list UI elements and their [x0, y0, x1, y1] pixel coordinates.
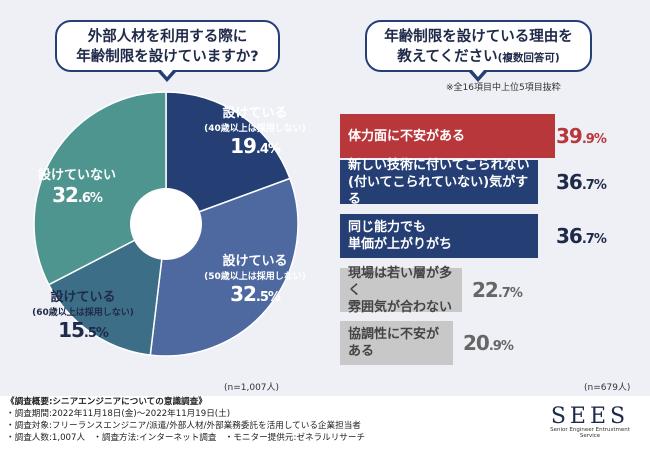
reason-bar-5: 協調性に不安がある	[340, 321, 453, 365]
pie-label-60-title: 設けている	[50, 290, 116, 305]
pie-value-none-int: 32	[52, 183, 79, 207]
sees-logo: SEES Senior Engineer Entrustment Service	[540, 404, 640, 439]
reason-bar-2-line1: 新しい技術に付いてこられない	[348, 157, 530, 173]
reason-bar-4-line1: 現場は若い層が多く	[348, 265, 453, 298]
pie-value-60-int: 15	[58, 318, 85, 342]
reason-bar-5-line1: 協調性に不安がある	[348, 327, 440, 359]
right-n-label: (n=679人)	[584, 383, 631, 393]
pie-value-60-dec: .5%	[83, 326, 109, 341]
pie-label-40: 設けている (40歳以上は採用しない) 19.4%	[185, 102, 325, 158]
reason-bar-1: 体力面に不安がある	[340, 114, 555, 158]
pie-center-hole	[130, 188, 202, 260]
left-question-line1: 外部人材を利用する際に	[87, 29, 248, 45]
reason-bar-4-value-int: 22	[472, 278, 499, 302]
reason-bar-3-line1: 同じ能力でも	[348, 220, 427, 235]
right-question-line1: 年齢制限を設けている理由を	[384, 29, 573, 45]
reason-bar-5-value-dec: .9%	[488, 339, 514, 354]
survey-monitor: ・モニター提供元:ゼネラルリサーチ	[224, 433, 366, 443]
pie-label-50: 設けている (50歳以上は採用しない) 32.5%	[185, 250, 325, 306]
survey-target: ・調査対象:フリーランスエンジニア/派遣/外部人材/外部業務委託を活用している企…	[6, 421, 361, 431]
pie-chart	[33, 91, 299, 357]
reason-bar-1-line1: 体力面に不安がある	[348, 128, 466, 144]
reason-bar-1-value: 39.9%	[556, 124, 607, 148]
reason-bar-1-value-dec: .9%	[581, 132, 607, 147]
survey-count: ・調査人数:1,007人	[6, 433, 86, 443]
reason-bar-4-line2: 雰囲気が合わない	[348, 299, 453, 315]
pie-label-50-title: 設けている	[222, 254, 288, 269]
pie-label-60-sub: (60歳以上は採用しない)	[32, 308, 134, 318]
top5-note: ※全16項目中上位5項目抜粋	[446, 83, 561, 93]
reason-bar-1-value-int: 39	[556, 124, 583, 148]
pie-slice-40	[165, 91, 291, 226]
reason-bar-3-value: 36.7%	[556, 224, 607, 248]
pie-label-40-title: 設けている	[222, 106, 288, 121]
pie-value-50-int: 32	[230, 282, 257, 306]
reason-bar-4-value-dec: .7%	[497, 286, 523, 301]
pie-value-40-dec: .4%	[255, 142, 281, 157]
left-question-tail	[158, 70, 176, 82]
reason-bar-2-value-dec: .7%	[581, 178, 607, 193]
reason-bar-2-value-int: 36	[556, 170, 583, 194]
right-question-box: 年齢制限を設けている理由を 教えてください(複数回答可)	[365, 20, 592, 72]
right-question-tail	[469, 70, 487, 82]
right-question-line2: 教えてください	[397, 49, 498, 65]
reason-bar-3: 同じ能力でも単価が上がりがち	[340, 214, 538, 258]
logo-name: SEES	[550, 404, 630, 429]
pie-label-40-sub: (40歳以上は採用しない)	[204, 124, 306, 134]
reason-bar-3-value-dec: .7%	[581, 232, 607, 247]
left-n-label: (n=1,007人)	[224, 383, 280, 393]
pie-label-none-title: 設けていない	[37, 168, 116, 183]
reason-bar-3-line2: 単価が上がりがち	[348, 237, 453, 252]
survey-footer: 《調査概要:シニアエンジニアについての意識調査》 ・調査期間:2022年11月1…	[6, 396, 365, 444]
reason-bar-4-value: 22.7%	[472, 278, 523, 302]
pie-value-40-int: 19	[230, 134, 257, 158]
pie-value-50-dec: .5%	[255, 290, 281, 305]
reason-bar-2: 新しい技術に付いてこられない (付いてこられていない)気がする	[340, 157, 538, 207]
logo-tagline: Senior Engineer Entrustment Service	[550, 427, 630, 439]
right-question-note: (複数回答可)	[497, 52, 560, 64]
survey-period: ・調査期間:2022年11月18日(金)〜2022年11月19日(土)	[6, 409, 231, 419]
pie-value-none-dec: .6%	[77, 191, 103, 206]
reason-bar-4: 現場は若い層が多く 雰囲気が合わない	[340, 265, 462, 315]
reason-bar-2-line2: (付いてこられていない)気がする	[348, 174, 529, 207]
pie-label-50-sub: (50歳以上は採用しない)	[204, 272, 306, 282]
pie-label-none: 設けていない 32.6%	[22, 164, 132, 207]
reason-bar-2-value: 36.7%	[556, 170, 607, 194]
survey-title: 《調査概要:シニアエンジニアについての意識調査》	[6, 397, 207, 407]
left-question-line2: 年齢制限を設けていますか?	[76, 49, 259, 65]
reason-bar-5-value-int: 20	[463, 331, 490, 355]
reason-bar-5-value: 20.9%	[463, 331, 514, 355]
left-question-box: 外部人材を利用する際に 年齢制限を設けていますか?	[55, 20, 280, 72]
reason-bar-3-value-int: 36	[556, 224, 583, 248]
pie-slice-60	[47, 222, 167, 356]
survey-method: ・調査方法:インターネット調査	[93, 433, 217, 443]
pie-label-60: 設けている (60歳以上は採用しない) 15.5%	[18, 286, 148, 342]
